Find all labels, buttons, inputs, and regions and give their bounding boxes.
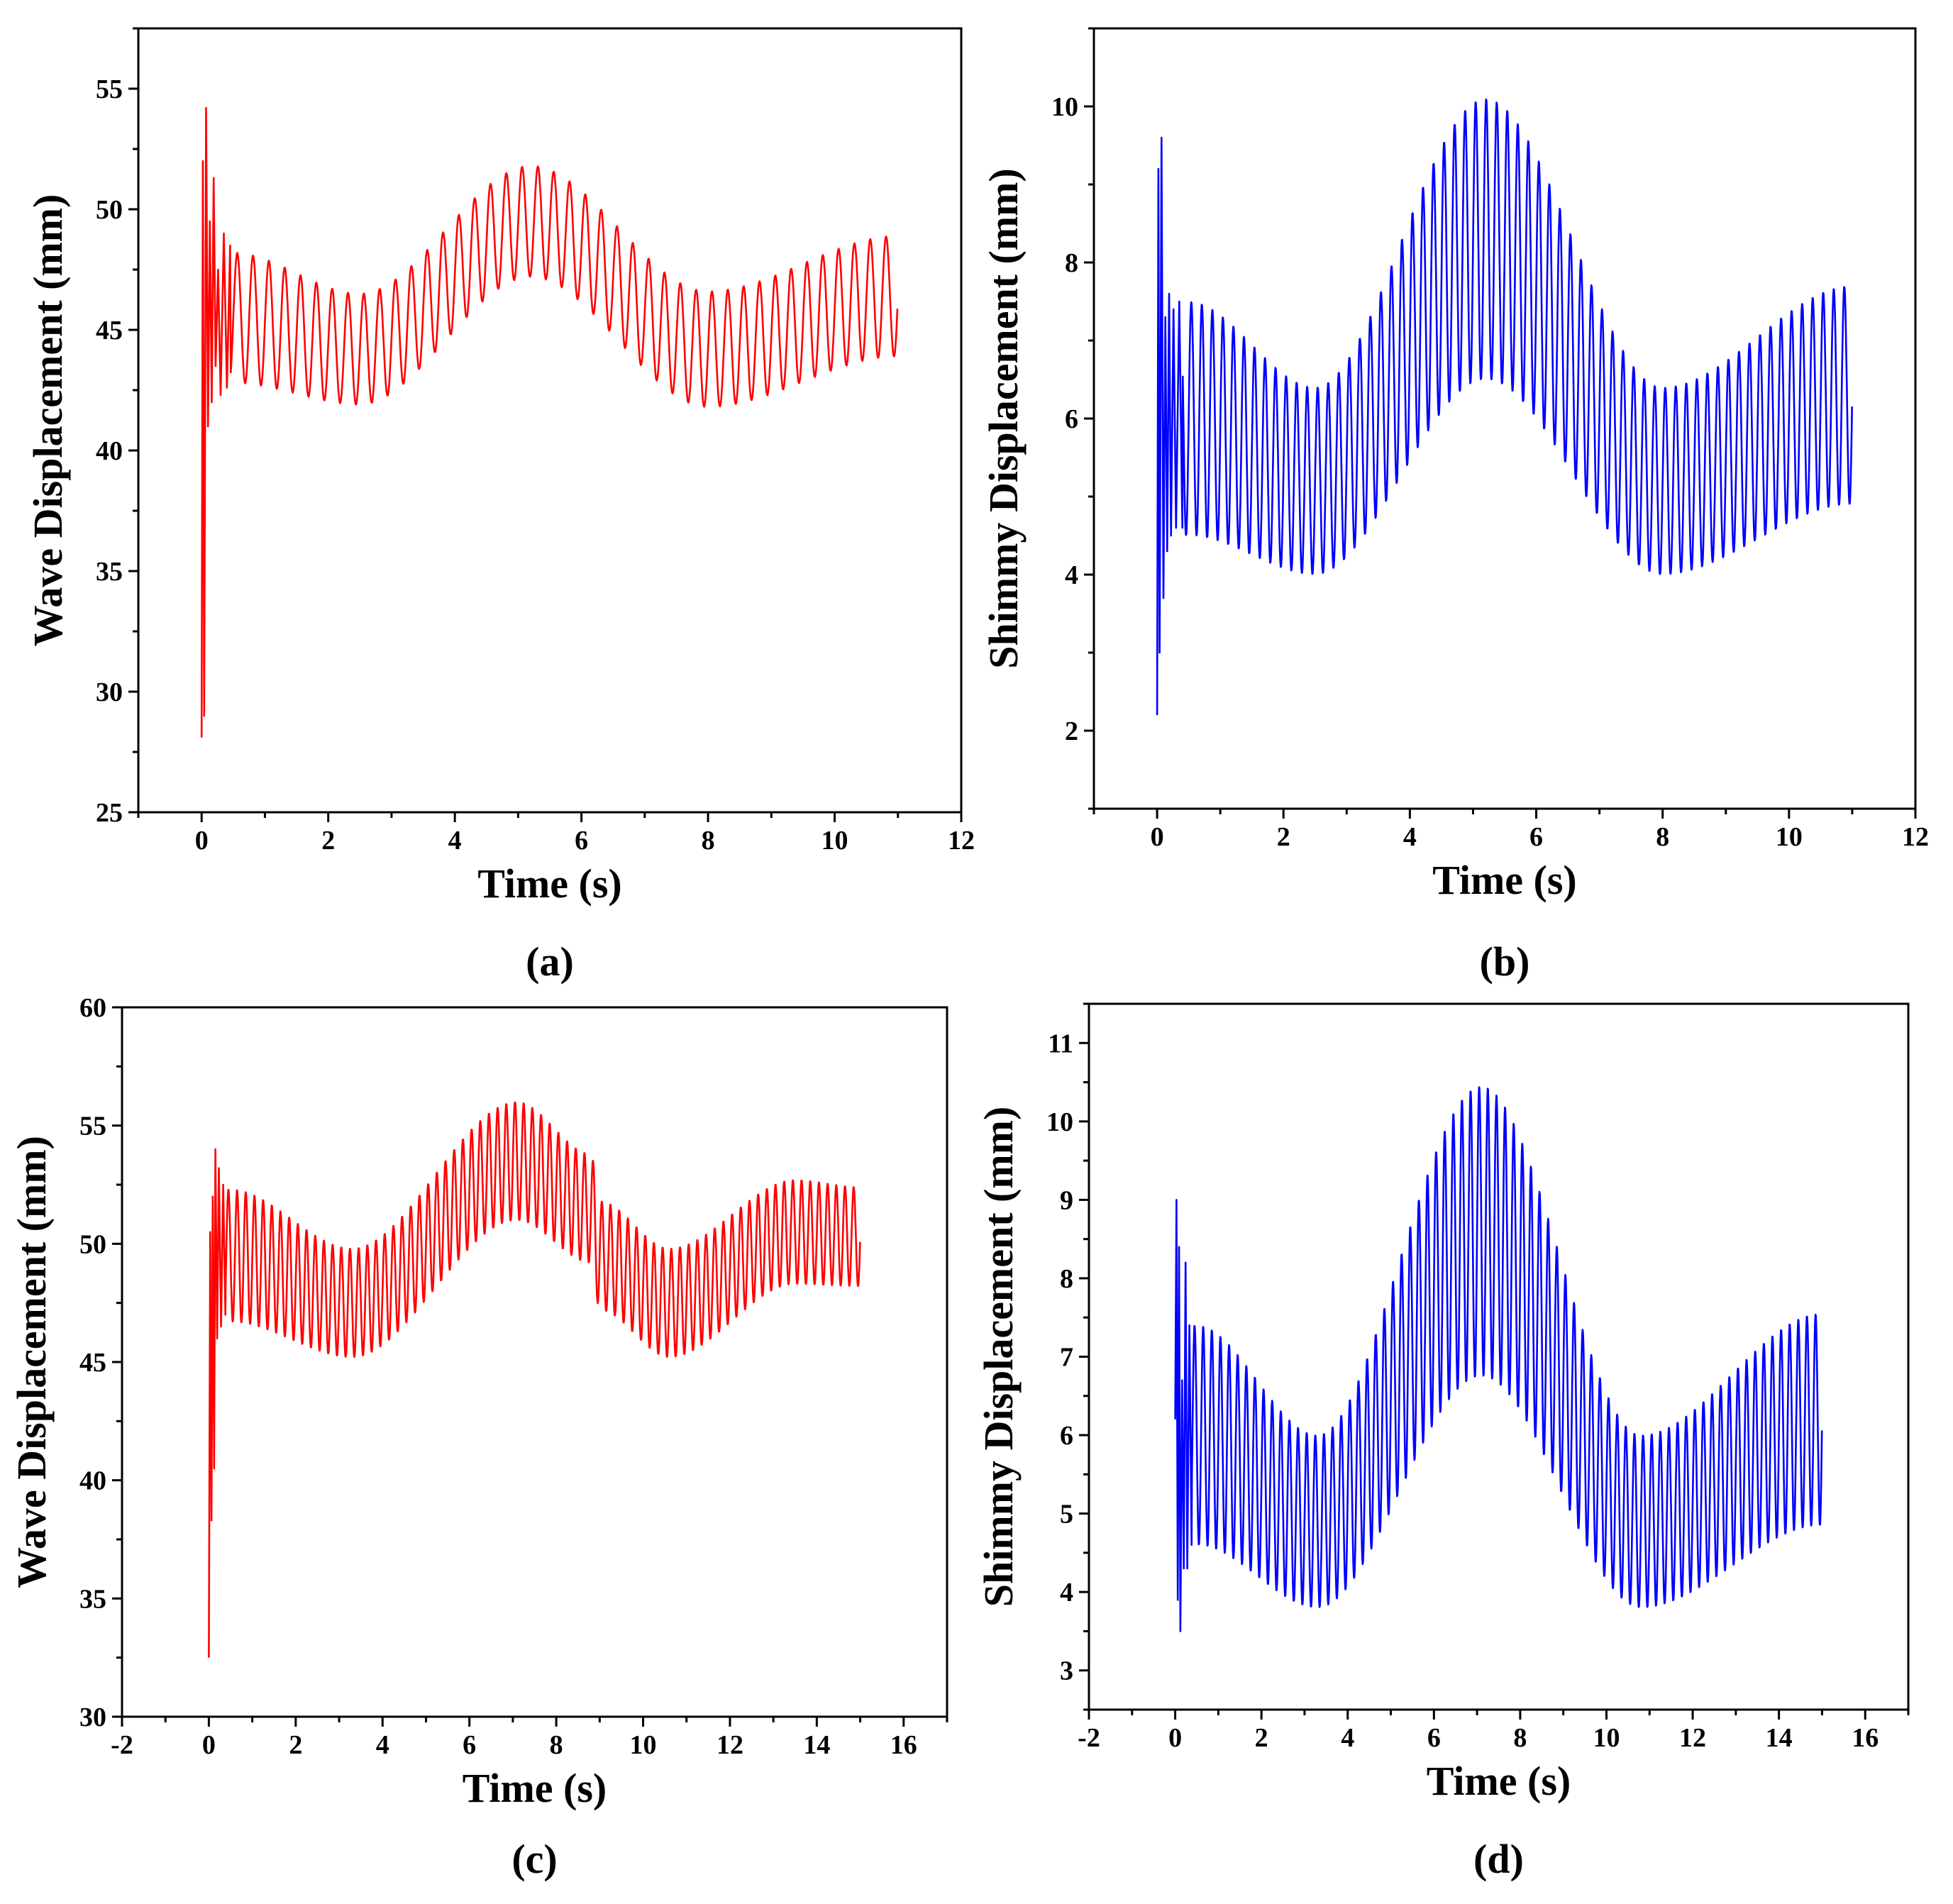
x-tick-label: 8	[1513, 1723, 1527, 1753]
y-tick-label: 55	[79, 1112, 106, 1141]
series-line-shimmy-displacement	[1156, 98, 1853, 716]
y-axis-title: Shimmy Displacement (mm)	[980, 168, 1027, 669]
y-tick-label: 30	[96, 677, 123, 707]
y-tick-label: 60	[79, 993, 106, 1023]
y-axis-title: Shimmy Displacement (mm)	[975, 1107, 1022, 1607]
panel-label: (b)	[1480, 939, 1530, 985]
x-tick-label: 12	[948, 826, 975, 856]
x-tick-label: 8	[702, 826, 715, 856]
plot-frame	[121, 1006, 948, 1718]
y-tick-label: 6	[1065, 404, 1078, 434]
x-tick-label: 10	[821, 826, 848, 856]
panel-label: (a)	[526, 939, 574, 985]
plot-frame	[137, 27, 963, 814]
y-tick-label: 6	[1060, 1421, 1073, 1451]
x-tick-label: 6	[1529, 822, 1543, 852]
x-axis-title: Time (s)	[463, 1765, 607, 1811]
x-tick-label: 12	[1679, 1723, 1706, 1753]
y-tick-label: 4	[1060, 1578, 1073, 1607]
x-tick-label: 10	[630, 1730, 657, 1760]
y-tick-label: 45	[96, 316, 123, 345]
y-tick-label: 25	[96, 798, 123, 828]
y-tick-label: 55	[96, 74, 123, 104]
y-tick-label: 50	[96, 195, 123, 225]
plot-frame	[1088, 1002, 1910, 1711]
x-tick-label: 2	[289, 1730, 302, 1760]
x-tick-label: 4	[376, 1730, 389, 1760]
x-tick-label: -2	[111, 1730, 133, 1760]
x-tick-label: 0	[1168, 1723, 1182, 1753]
y-tick-label: 30	[79, 1703, 106, 1732]
panel-b: 0 2 4 6 8 10 12 2 4 6 8 10 Time (s) Shimmy Displaceme…	[980, 27, 1929, 985]
y-tick-label: 8	[1065, 248, 1078, 278]
x-tick-label: 6	[575, 826, 588, 856]
x-tick-label: -2	[1078, 1723, 1100, 1753]
y-tick-label: 9	[1060, 1185, 1073, 1215]
x-tick-label: 2	[1255, 1723, 1268, 1753]
x-tick-label: 4	[1341, 1723, 1354, 1753]
x-tick-label: 0	[1151, 822, 1164, 852]
x-tick-label: 14	[1766, 1723, 1793, 1753]
y-axis-title: Wave Displacement (mm)	[25, 194, 71, 647]
x-tick-label: 8	[1656, 822, 1669, 852]
panel-c: -2 0 2 4 6 8 10 12 14 16 30 35 40 45 50 55 60 Time (s) Wav…	[9, 993, 948, 1882]
x-tick-label: 4	[448, 826, 462, 856]
x-tick-label: 6	[1427, 1723, 1441, 1753]
y-tick-label: 11	[1048, 1029, 1073, 1058]
series-line-wave-displacement	[208, 1101, 861, 1658]
y-tick-label: 4	[1065, 560, 1078, 590]
y-tick-label: 35	[96, 557, 123, 587]
x-axis-title: Time (s)	[1427, 1758, 1571, 1804]
y-axis-title: Wave Displacement (mm)	[9, 1136, 55, 1588]
series-line-shimmy-displacement	[1174, 1086, 1823, 1632]
y-tick-label: 8	[1060, 1264, 1073, 1294]
y-tick-label: 2	[1065, 716, 1078, 746]
x-tick-label: 10	[1593, 1723, 1620, 1753]
y-tick-label: 10	[1046, 1107, 1073, 1137]
x-tick-label: 4	[1403, 822, 1417, 852]
y-tick-label: 35	[79, 1584, 106, 1614]
x-tick-label: 12	[717, 1730, 743, 1760]
x-tick-label: 0	[195, 826, 209, 856]
x-tick-label: 10	[1776, 822, 1803, 852]
y-tick-label: 50	[79, 1229, 106, 1259]
x-axis-title: Time (s)	[1432, 857, 1577, 903]
x-tick-label: 12	[1902, 822, 1929, 852]
panel-label: (d)	[1473, 1836, 1524, 1882]
y-tick-label: 10	[1051, 92, 1078, 122]
y-tick-label: 45	[79, 1348, 106, 1378]
x-tick-label: 6	[463, 1730, 476, 1760]
y-tick-label: 40	[96, 436, 123, 466]
x-tick-label: 16	[890, 1730, 917, 1760]
x-tick-label: 14	[803, 1730, 830, 1760]
series-line-wave-displacement	[200, 106, 899, 738]
plot-frame	[1092, 27, 1917, 810]
panel-d: -2 0 2 4 6 8 10 12 14 16 3 4 5 6 7 8 9 10 11 Time (s) Shimmy…	[975, 1002, 1910, 1882]
x-tick-label: 2	[321, 826, 335, 856]
x-tick-label: 0	[202, 1730, 216, 1760]
panel-label: (c)	[511, 1836, 557, 1882]
x-tick-label: 8	[550, 1730, 563, 1760]
x-axis-title: Time (s)	[477, 860, 622, 907]
x-tick-label: 16	[1852, 1723, 1879, 1753]
y-tick-label: 40	[79, 1466, 106, 1496]
y-tick-label: 7	[1060, 1343, 1073, 1373]
panel-a: 0 2 4 6 8 10 12 25 30 35 40 45 50 55 Time (s) Wave Disp…	[25, 27, 975, 985]
y-tick-label: 3	[1060, 1656, 1073, 1686]
y-tick-label: 5	[1060, 1500, 1073, 1529]
x-tick-label: 2	[1277, 822, 1290, 852]
